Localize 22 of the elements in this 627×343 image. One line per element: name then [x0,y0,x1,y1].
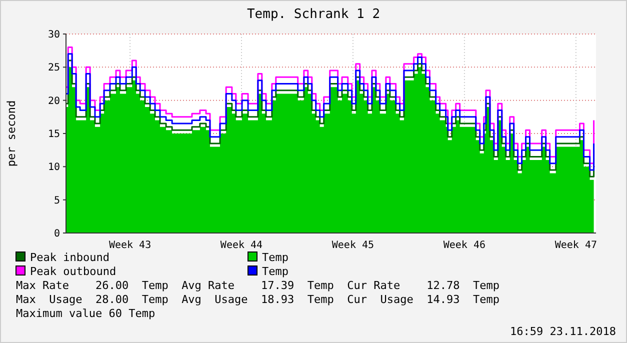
x-tick-label: Week 46 [443,240,486,251]
text: Max Rate 26.00 Temp Avg Rate 17.39 Temp Cur Rate 12.78 Temp [16,279,500,292]
y-tick-label: 20 [48,96,60,107]
legend-label: Peak inbound [30,251,110,264]
chart-title: Temp. Schrank 1 2 [246,7,380,22]
text: Max Usage 28.00 Temp Avg Usage 18.93 Temp Cur Usage 14.93 Temp [16,293,500,306]
x-tick-label: Week 45 [332,240,374,251]
y-axis-title: per second [5,100,18,167]
y-tick-label: 25 [48,62,60,74]
legend-label: Temp [262,265,288,278]
text: 16:59 23.11.2018 [510,325,616,338]
y-tick-label: 30 [48,30,60,40]
y-tick-label: 15 [48,129,60,140]
y-tick-label: 0 [54,228,60,240]
text: Maximum value 60 Temp [16,307,156,320]
y-tick-label: 10 [48,162,60,174]
x-tick-label: Week 44 [220,240,263,251]
series-label: Temp [262,251,288,264]
y-tick-label: 5 [54,195,60,206]
legend-label: Peak outbound [30,265,116,278]
x-tick-label: Week 43 [108,240,152,251]
x-tick-label: Week 47 [554,240,598,251]
